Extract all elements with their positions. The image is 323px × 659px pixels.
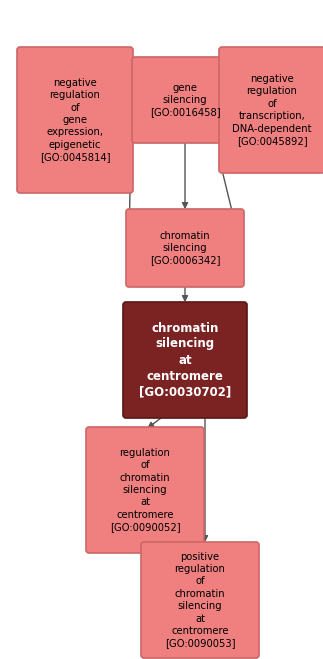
Text: chromatin
silencing
at
centromere
[GO:0030702]: chromatin silencing at centromere [GO:00… (139, 322, 231, 399)
FancyBboxPatch shape (17, 47, 133, 193)
Text: chromatin
silencing
[GO:0006342]: chromatin silencing [GO:0006342] (150, 231, 220, 266)
FancyBboxPatch shape (219, 47, 323, 173)
FancyBboxPatch shape (141, 542, 259, 658)
Text: positive
regulation
of
chromatin
silencing
at
centromere
[GO:0090053]: positive regulation of chromatin silenci… (165, 552, 235, 648)
FancyBboxPatch shape (86, 427, 204, 553)
FancyBboxPatch shape (132, 57, 238, 143)
FancyBboxPatch shape (126, 209, 244, 287)
Text: regulation
of
chromatin
silencing
at
centromere
[GO:0090052]: regulation of chromatin silencing at cen… (110, 448, 180, 532)
Text: gene
silencing
[GO:0016458]: gene silencing [GO:0016458] (150, 82, 220, 117)
Text: negative
regulation
of
transcription,
DNA-dependent
[GO:0045892]: negative regulation of transcription, DN… (232, 74, 312, 146)
Text: negative
regulation
of
gene
expression,
epigenetic
[GO:0045814]: negative regulation of gene expression, … (40, 78, 110, 162)
FancyBboxPatch shape (123, 302, 247, 418)
